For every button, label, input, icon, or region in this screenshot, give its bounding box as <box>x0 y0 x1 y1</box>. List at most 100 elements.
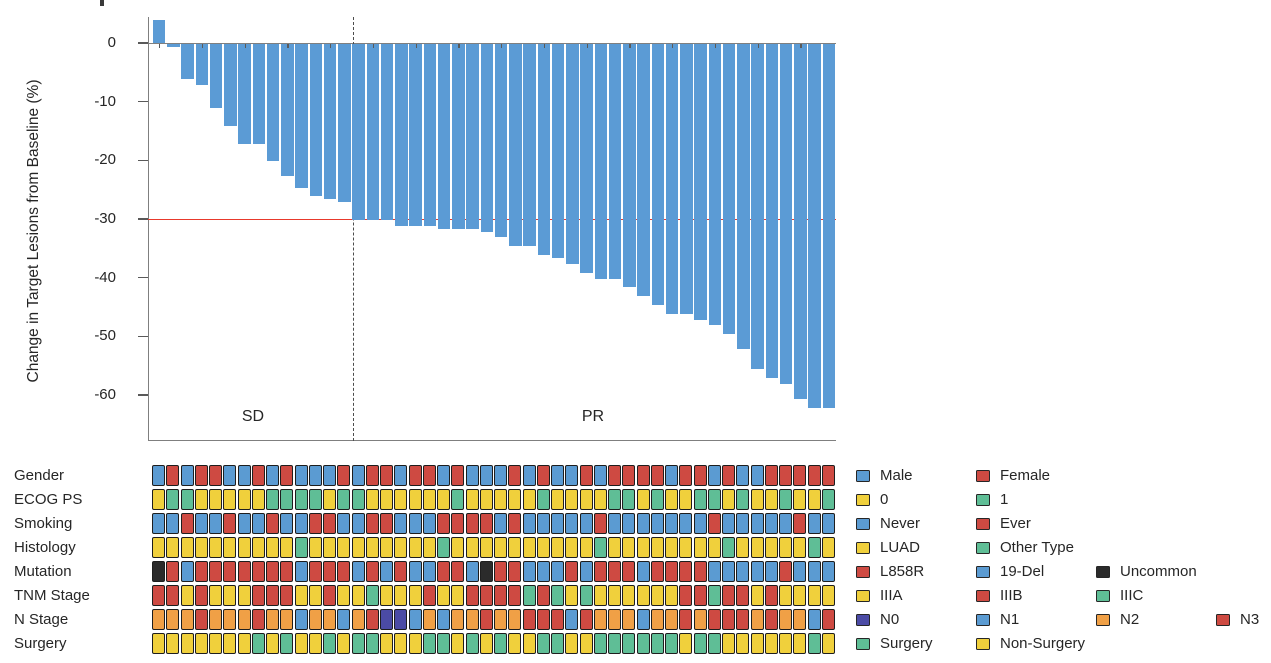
oncoprint-cell <box>693 633 707 654</box>
oncoprint-cell <box>380 465 393 486</box>
oncoprint-cell <box>422 513 436 534</box>
oncoprint-cell <box>779 585 792 606</box>
legend-swatch <box>1096 614 1110 626</box>
oncoprint-cell <box>422 537 436 558</box>
legend-label: L858R <box>880 563 925 580</box>
oncoprint-cell <box>608 585 621 606</box>
oncoprint-row-label: Mutation <box>14 563 72 580</box>
oncoprint-cell <box>593 537 607 558</box>
oncoprint-cell <box>308 513 322 534</box>
oncoprint-cell <box>152 585 165 606</box>
waterfall-bar <box>295 43 308 188</box>
oncoprint-cell <box>294 513 308 534</box>
oncoprint-cell <box>707 561 721 582</box>
oncoprint-cell <box>308 489 322 510</box>
oncoprint-cell <box>166 585 180 606</box>
oncoprint-cell <box>650 585 664 606</box>
oncoprint-cell <box>394 537 408 558</box>
oncoprint-cell <box>807 561 821 582</box>
oncoprint-cell <box>522 585 536 606</box>
oncoprint-cell <box>152 609 165 630</box>
oncoprint-cell <box>479 489 493 510</box>
oncoprint-cell <box>351 465 365 486</box>
oncoprint-cell <box>736 513 750 534</box>
oncoprint-cell <box>180 513 194 534</box>
oncoprint-cell <box>622 585 636 606</box>
oncoprint-cell <box>408 489 422 510</box>
oncoprint-cell <box>180 489 194 510</box>
legend-swatch <box>856 542 870 554</box>
oncoprint-cell <box>251 513 265 534</box>
oncoprint-cell <box>565 585 579 606</box>
oncoprint-cell <box>351 609 365 630</box>
oncoprint-cell <box>650 609 664 630</box>
oncoprint-cell <box>437 489 450 510</box>
oncoprint-cell <box>451 585 465 606</box>
oncoprint-cell <box>209 609 222 630</box>
oncoprint-cell <box>707 609 721 630</box>
oncoprint-cell <box>707 465 721 486</box>
oncoprint-cell <box>579 465 593 486</box>
oncoprint-cell <box>821 489 835 510</box>
waterfall-bar <box>637 43 650 297</box>
oncoprint-cell <box>650 561 664 582</box>
oncoprint-cell <box>608 513 621 534</box>
oncoprint-cell <box>593 513 607 534</box>
oncoprint-cell <box>166 633 180 654</box>
oncoprint-cell <box>622 513 636 534</box>
waterfall-bar <box>252 43 265 144</box>
oncoprint-cell <box>437 537 450 558</box>
oncoprint-cell <box>351 561 365 582</box>
oncoprint-cell <box>565 537 579 558</box>
oncoprint-cell <box>608 489 621 510</box>
oncoprint-cell <box>422 489 436 510</box>
oncoprint-cell <box>365 633 379 654</box>
waterfall-bar <box>152 19 166 43</box>
legend-swatch <box>976 470 990 482</box>
oncoprint-cell <box>551 465 564 486</box>
x-tick-mark <box>244 44 246 48</box>
oncoprint-cell <box>280 561 294 582</box>
oncoprint-cell <box>693 465 707 486</box>
legend-label: Surgery <box>880 635 933 652</box>
oncoprint-cell <box>522 489 536 510</box>
oncoprint-cell <box>565 465 579 486</box>
waterfall-bar <box>608 43 622 279</box>
waterfall-bar <box>423 43 436 226</box>
oncoprint-cell <box>209 513 222 534</box>
oncoprint-cell <box>194 537 208 558</box>
oncoprint-cell <box>551 585 564 606</box>
oncoprint-cell <box>608 537 621 558</box>
oncoprint-cell <box>437 585 450 606</box>
y-tick-mark <box>138 159 148 162</box>
oncoprint-cell <box>793 585 807 606</box>
legend-swatch <box>856 470 870 482</box>
oncoprint-cell <box>308 537 322 558</box>
oncoprint-cell <box>479 561 493 582</box>
oncoprint-cell <box>294 537 308 558</box>
oncoprint-cell <box>465 537 479 558</box>
oncoprint-cell <box>209 633 222 654</box>
legend-label: Ever <box>1000 515 1031 532</box>
waterfall-bar <box>195 43 208 85</box>
oncoprint-cell <box>308 585 322 606</box>
oncoprint-cell <box>779 537 792 558</box>
oncoprint-cell <box>793 609 807 630</box>
oncoprint-cell <box>280 465 294 486</box>
oncoprint-cell <box>365 513 379 534</box>
oncoprint-cell <box>579 513 593 534</box>
oncoprint-cell <box>536 489 550 510</box>
oncoprint-cell <box>294 561 308 582</box>
oncoprint-cell <box>323 465 336 486</box>
waterfall-bar <box>794 43 807 399</box>
oncoprint-cell <box>636 537 650 558</box>
oncoprint-cell <box>736 609 750 630</box>
oncoprint-cell <box>180 465 194 486</box>
oncoprint-cell <box>536 633 550 654</box>
y-tick-label: 0 <box>107 34 116 51</box>
oncoprint-cell <box>237 465 251 486</box>
legend-swatch <box>856 494 870 506</box>
oncoprint-cell <box>707 513 721 534</box>
oncoprint-cell <box>223 633 237 654</box>
oncoprint-cell <box>451 465 465 486</box>
